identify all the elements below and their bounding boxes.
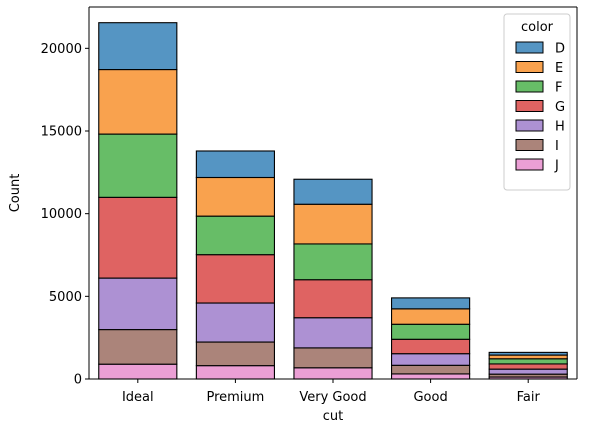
legend-title: color bbox=[521, 20, 554, 35]
legend-label-g: G bbox=[555, 100, 565, 115]
legend-label-h: H bbox=[555, 120, 565, 135]
x-tick-label: Ideal bbox=[122, 390, 154, 405]
legend-label-d: D bbox=[555, 42, 565, 57]
y-tick-label: 5000 bbox=[49, 290, 82, 305]
bar-segment-fair-h bbox=[488, 368, 568, 375]
bar-segment-ideal-h bbox=[98, 277, 178, 331]
bars bbox=[98, 22, 568, 380]
bar-segment-good-j bbox=[391, 373, 471, 380]
bar-segment-good-f bbox=[391, 323, 471, 340]
bar-segment-ideal-j bbox=[98, 363, 178, 380]
bar-segment-ideal-f bbox=[98, 133, 178, 198]
x-tick-label: Good bbox=[413, 390, 447, 405]
bar-segment-fair-g bbox=[488, 363, 568, 370]
legend-swatch-g bbox=[515, 100, 544, 112]
legend-swatch-h bbox=[515, 119, 544, 132]
bar-segment-premium-d bbox=[195, 150, 275, 179]
bar-segment-good-h bbox=[391, 353, 471, 366]
bar-segment-ideal-d bbox=[98, 22, 178, 71]
x-tick-label: Very Good bbox=[299, 390, 366, 405]
bar-segment-ideal-g bbox=[98, 196, 178, 279]
bar-segment-good-i bbox=[391, 364, 471, 375]
axes: 0 5000 10000 15000 20000 Ideal Premium Very Goo… bbox=[8, 6, 578, 424]
y-tick-label: 0 bbox=[74, 373, 82, 388]
legend-label-f: F bbox=[555, 81, 562, 96]
legend-label-i: I bbox=[555, 139, 559, 154]
bar-segment-very-good-i bbox=[293, 347, 373, 369]
legend-label-j: J bbox=[554, 159, 559, 174]
bar-segment-very-good-f bbox=[293, 243, 373, 281]
x-axis-label: cut bbox=[323, 409, 343, 424]
y-tick-label: 15000 bbox=[41, 125, 82, 140]
bar-segment-good-e bbox=[391, 308, 471, 325]
bar-segment-good-d bbox=[391, 297, 471, 310]
bar-segment-premium-e bbox=[195, 176, 275, 217]
bar-segment-premium-j bbox=[195, 365, 275, 380]
legend-swatch-f bbox=[515, 80, 544, 93]
legend-swatch-j bbox=[515, 158, 544, 171]
bar-segment-fair-e bbox=[488, 354, 568, 360]
legend-swatch-e bbox=[515, 61, 544, 73]
bar-segment-very-good-d bbox=[293, 178, 373, 205]
bar-segment-fair-f bbox=[488, 358, 568, 365]
legend-label-e: E bbox=[555, 61, 563, 76]
bar-segment-premium-h bbox=[195, 302, 275, 343]
y-tick-label: 10000 bbox=[41, 207, 82, 222]
legend-swatch-i bbox=[515, 139, 544, 151]
bar-segment-premium-g bbox=[195, 254, 275, 304]
bar-segment-premium-f bbox=[195, 215, 275, 256]
x-tick-label: Premium bbox=[206, 390, 264, 405]
bar-segment-premium-i bbox=[195, 341, 275, 367]
bar-segment-fair-d bbox=[488, 351, 568, 356]
bar-segment-ideal-e bbox=[98, 69, 178, 135]
legend-swatch-d bbox=[515, 41, 544, 54]
bar-segment-very-good-j bbox=[293, 367, 373, 380]
y-axis-label: Count bbox=[8, 174, 23, 213]
x-tick-label: Fair bbox=[517, 390, 541, 405]
bar-segment-good-g bbox=[391, 338, 471, 355]
bar-segment-very-good-g bbox=[293, 279, 373, 319]
bar-segment-ideal-i bbox=[98, 329, 178, 365]
bar-segment-very-good-h bbox=[293, 317, 373, 349]
bar-segment-very-good-e bbox=[293, 203, 373, 245]
y-tick-label: 20000 bbox=[41, 42, 82, 57]
